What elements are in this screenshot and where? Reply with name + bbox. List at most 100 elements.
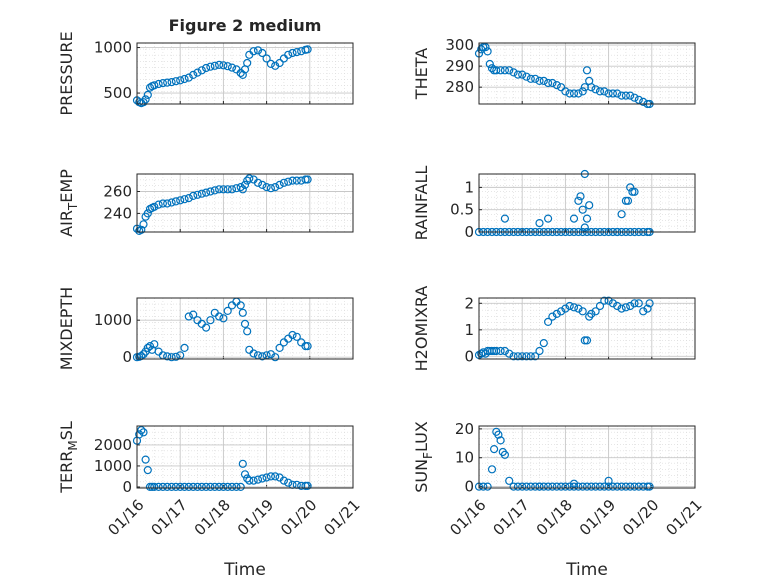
data-point	[223, 306, 232, 315]
data-point	[258, 352, 267, 361]
data-point	[582, 336, 592, 345]
data-point	[604, 482, 613, 491]
x-axis-label-left: Time	[223, 560, 266, 580]
data-point	[154, 200, 163, 209]
data-point	[236, 183, 245, 192]
data-point	[645, 482, 654, 491]
data-point	[167, 482, 176, 491]
data-point	[604, 89, 613, 98]
data-point	[271, 353, 280, 362]
data-point	[535, 346, 544, 356]
data-point	[576, 192, 585, 201]
data-point	[505, 476, 514, 485]
data-point	[143, 343, 152, 352]
data-point	[150, 202, 159, 211]
y-axis-label: SUNFLUX	[412, 421, 435, 493]
y-axis-label-main: TERR	[57, 451, 76, 494]
data-point	[522, 482, 531, 491]
data-point	[617, 482, 626, 491]
subplot-8: 0 10 20 01/16 01/17 01/18 01/19 01/20 01/21 SUNFL…	[412, 420, 706, 539]
data-point	[271, 472, 280, 481]
data-point	[634, 482, 643, 491]
data-point	[210, 186, 219, 195]
data-point	[617, 210, 626, 219]
data-point	[215, 482, 224, 491]
y-tick-label: 240	[103, 204, 132, 222]
data-point	[158, 78, 167, 88]
data-point	[271, 183, 280, 192]
data-point	[253, 475, 263, 484]
data-point	[303, 342, 312, 351]
data-point	[565, 89, 574, 98]
data-point	[552, 482, 561, 491]
data-point	[539, 339, 548, 348]
data-point	[150, 482, 159, 491]
x-tick-label: 01/16	[446, 496, 489, 539]
data-point	[288, 48, 297, 58]
data-point	[608, 299, 618, 308]
data-point	[189, 70, 198, 80]
data-point	[219, 61, 228, 70]
x-tick-label: 01/21	[320, 496, 363, 539]
y-tick-label: 1	[464, 321, 474, 339]
data-point	[613, 89, 622, 98]
y-tick-label: 0	[464, 478, 474, 496]
data-point	[552, 309, 561, 318]
x-tick-label: 01/20	[619, 496, 662, 539]
figure-title: Figure 2 medium	[169, 16, 322, 35]
data-point	[574, 89, 583, 98]
data-point	[139, 350, 148, 359]
data-point	[303, 45, 312, 54]
data-point	[284, 478, 293, 487]
data-point	[275, 58, 284, 68]
y-axis-label-main: PRESSURE	[57, 31, 76, 115]
data-point	[556, 83, 566, 92]
data-point	[591, 307, 600, 316]
data-point	[171, 482, 180, 491]
data-point	[543, 78, 553, 88]
data-point	[189, 482, 198, 491]
data-point	[303, 175, 312, 184]
y-axis-label-subscript: T	[66, 202, 80, 211]
data-point	[219, 482, 228, 491]
subplot-3: 240 260 AIRTEMP	[57, 169, 354, 237]
data-point	[238, 308, 247, 317]
data-point	[279, 476, 288, 485]
data-point	[202, 482, 211, 491]
data-point	[496, 346, 505, 356]
data-point	[595, 87, 605, 96]
data-point	[284, 50, 293, 59]
data-point	[163, 199, 172, 208]
data-point	[569, 303, 579, 312]
data-point	[565, 301, 574, 311]
data-point	[253, 178, 263, 187]
data-point	[485, 59, 494, 69]
data-point	[509, 482, 518, 491]
axes-box	[478, 173, 696, 233]
data-point	[500, 66, 509, 75]
data-point	[543, 214, 553, 223]
data-point	[483, 482, 492, 491]
data-point	[223, 185, 232, 194]
data-point	[227, 482, 237, 491]
data-point	[626, 183, 635, 192]
data-point	[587, 309, 596, 318]
data-point	[608, 89, 618, 98]
data-point	[608, 482, 618, 491]
data-point	[288, 330, 297, 340]
data-point	[171, 77, 180, 86]
y-axis-label: PRESSURE	[57, 31, 76, 115]
data-point	[561, 87, 570, 96]
data-point	[509, 68, 518, 77]
data-point	[210, 61, 219, 70]
data-point	[180, 343, 189, 352]
data-point	[561, 304, 570, 313]
data-point	[249, 47, 258, 56]
y-axis-label: AIRTEMP	[57, 169, 80, 237]
subplot-6: 0 1 2 H2OMIXRA	[412, 286, 696, 371]
data-point	[621, 91, 631, 100]
data-point	[556, 482, 566, 491]
data-point	[591, 482, 600, 491]
data-point	[639, 307, 648, 316]
